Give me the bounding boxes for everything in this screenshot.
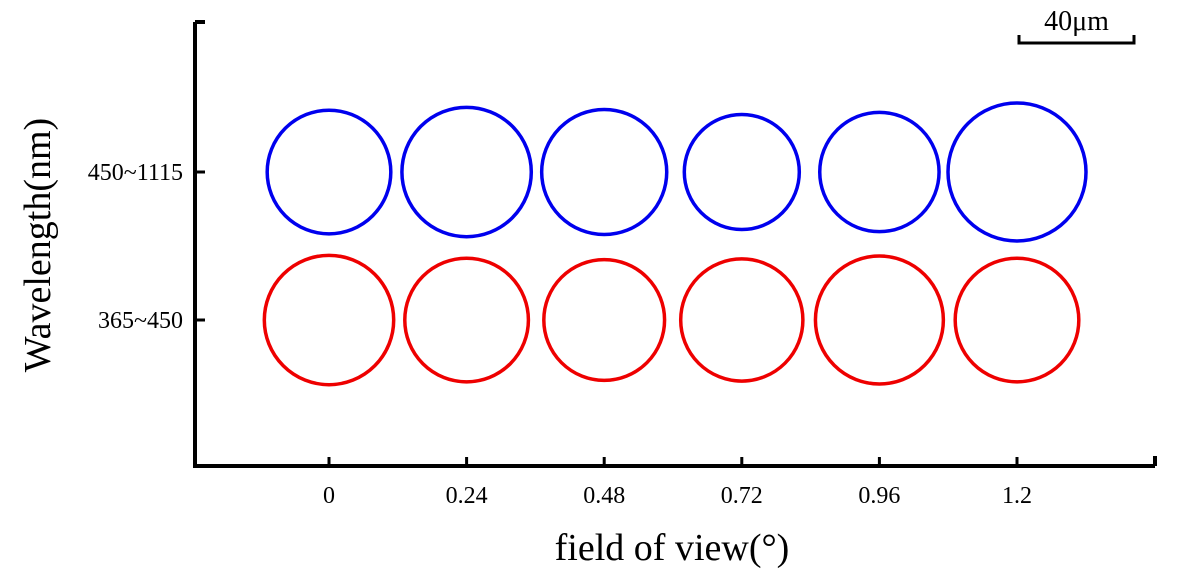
spot-circle [817, 110, 941, 234]
spot-circle [946, 101, 1088, 243]
axes [193, 20, 1157, 468]
scale-bar: 40μm [1017, 6, 1136, 45]
x-axis-title: field of view(°) [555, 527, 790, 569]
x-tick-label: 0.48 [583, 483, 625, 509]
x-tick-labels: 0 0.24 0.48 0.72 0.96 1.2 [323, 483, 1032, 509]
spot-circle [678, 257, 805, 383]
x-tick-label: 1.2 [1002, 483, 1032, 509]
y-tick-label: 365~450 [98, 308, 183, 334]
scale-bar-label: 40μm [1044, 6, 1109, 37]
spot-circle [403, 256, 531, 384]
spot-circle [813, 254, 946, 386]
spot-circle [400, 105, 534, 239]
x-tick-label: 0.96 [858, 483, 900, 509]
spot-circles [262, 101, 1088, 387]
x-tick-label: 0.24 [446, 483, 488, 509]
spot-circle [262, 253, 396, 387]
y-axis-title: Wavelength(nm) [17, 118, 59, 372]
x-tick-label: 0.72 [721, 483, 763, 509]
y-tick-labels: 450~1115 365~450 [88, 160, 183, 334]
spot-circle [539, 107, 669, 237]
spot-circle [542, 257, 667, 383]
spot-circle [682, 112, 802, 232]
x-tick-label: 0 [323, 483, 335, 509]
spot-circle [265, 108, 393, 236]
y-tick-label: 450~1115 [88, 160, 183, 186]
spot-circle [953, 256, 1081, 384]
